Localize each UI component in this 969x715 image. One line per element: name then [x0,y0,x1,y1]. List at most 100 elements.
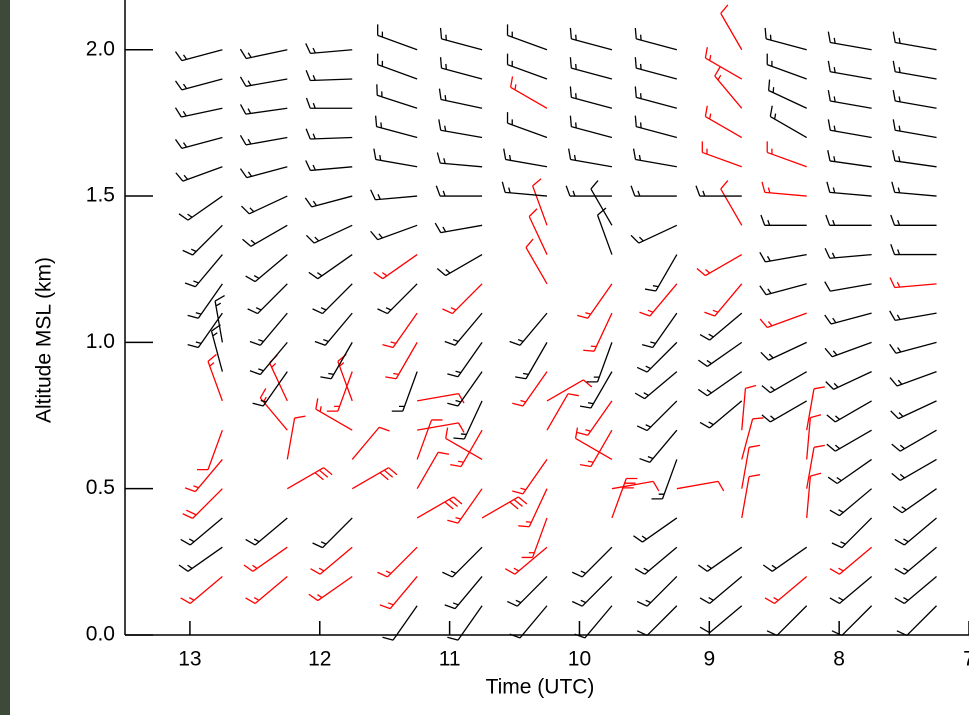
wind-barb [704,105,743,139]
wind-barb [760,341,807,361]
wind-barb [644,254,678,292]
wind-barb [442,283,483,315]
wind-barb [438,88,483,109]
wind-barb [759,283,807,296]
wind-barb [377,283,418,315]
wind-barb [824,248,872,259]
wind-barb [509,312,548,346]
wind-barb [829,546,873,575]
wind-barb [565,185,612,197]
wind-barb [630,185,677,197]
wind-barb [806,472,822,519]
wind-barb [759,252,807,263]
wind-barb [506,53,548,80]
wind-barb [509,605,548,639]
wind-barb [825,371,872,390]
wind-barb [704,283,743,317]
wind-barb [481,496,528,519]
wind-barb [896,605,937,637]
wind-barb [243,546,288,572]
wind-barb [761,400,808,423]
wind-barb [305,224,353,244]
wind-barb [579,429,613,468]
wind-barb [385,342,418,380]
wind-barb [704,47,743,80]
wind-barb [239,166,288,179]
wind-barb [416,451,450,490]
wind-barb [377,53,418,80]
wind-barb [766,141,807,168]
wind-barb [310,546,353,575]
wind-barb [245,254,288,283]
wind-barb [577,283,613,319]
wind-barb [417,392,465,404]
wind-barb [824,341,872,358]
wind-barb [634,57,678,80]
wind-barb [634,86,678,109]
wind-barb [569,57,613,80]
wind-barb [634,371,678,400]
wind-barb [503,148,548,168]
wind-barb [377,546,418,578]
wind-barb [590,180,613,226]
wind-barb [701,141,742,168]
wind-barb [314,312,353,346]
wind-barb [630,224,678,244]
wind-barb [827,90,872,109]
wind-barb [892,90,937,109]
wind-barb [506,112,548,139]
wind-barb [447,605,483,641]
wind-barb [312,517,353,549]
wind-barb [806,444,825,489]
wind-barb [741,444,761,489]
x-tick-label: 12 [308,648,331,671]
wind-barb [696,254,743,277]
wind-barb [569,27,613,51]
wind-barb [382,312,418,349]
wind-barb [826,400,872,423]
wind-barb [636,576,678,607]
wind-barb [532,178,548,226]
wind-barb [569,115,613,139]
wind-barb [447,488,483,524]
wind-barb [444,312,483,346]
wind-barb [528,208,548,255]
wind-barb [891,181,937,197]
wind-barb [436,254,483,277]
wind-barb [596,207,613,255]
wind-barb [239,104,288,115]
wind-barb [326,371,353,412]
y-tick-label: 1.0 [86,330,115,353]
wind-barb [891,429,937,452]
wind-barb [569,86,613,109]
wind-barb [890,244,937,256]
wind-barb [697,546,743,572]
wind-barb [577,400,613,436]
wind-barb [439,27,483,51]
y-tick-label: 0.0 [86,623,115,646]
wind-barb [391,371,418,412]
wind-barb [571,576,613,607]
wind-barb [259,388,288,431]
x-tick-label: 9 [703,648,715,671]
wind-barb [512,371,548,407]
wind-barb [889,341,937,354]
wind-barb [507,576,548,607]
wind-barb [377,24,418,51]
wind-barb [699,312,743,341]
wind-barb [286,467,333,490]
wind-barb [175,166,223,182]
wind-barb [568,148,613,168]
wind-barb [447,371,483,407]
wind-barb [827,60,872,80]
y-tick-label: 0.5 [86,476,115,499]
wind-barb [241,195,288,215]
wind-barb [178,546,223,572]
wind-barb [894,517,937,546]
x-tick-label: 7 [963,648,969,671]
wind-barb [180,517,223,546]
wind-barb [894,575,937,605]
wind-barb [379,576,418,610]
